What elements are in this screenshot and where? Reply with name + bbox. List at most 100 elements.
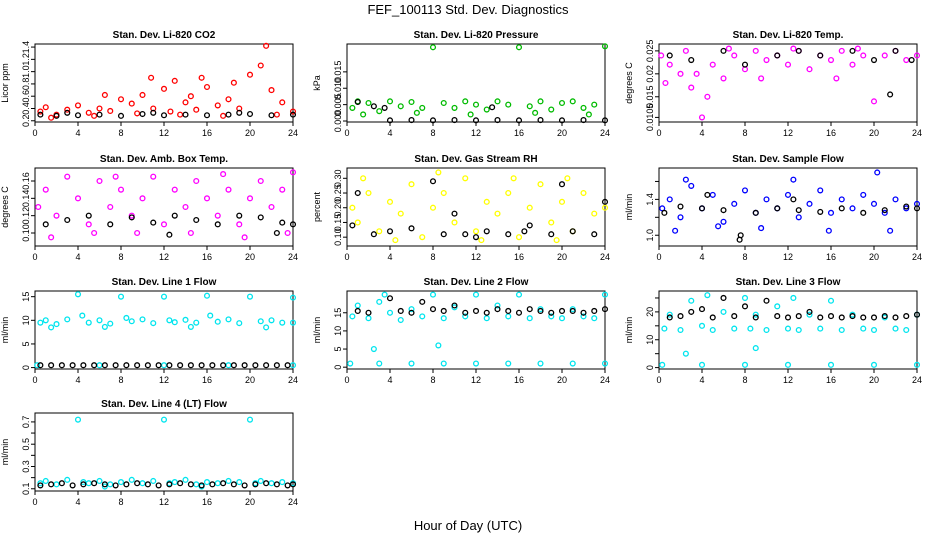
x-tick-label: 20: [869, 375, 879, 385]
data-point: [230, 79, 237, 86]
x-tick-label: 12: [471, 375, 481, 385]
y-tick-label: 0: [333, 365, 343, 370]
data-point: [737, 232, 744, 239]
data-point: [354, 307, 361, 315]
chart-panel: Stan. Dev. Line 3 Flow 0 4 8 12 16 20 24 0 10 20 ml…: [624, 277, 922, 385]
data-point: [349, 222, 356, 229]
data-point: [289, 481, 297, 488]
data-point: [741, 294, 749, 302]
chart-title: Stan. Dev. Li-820 Pressure: [414, 30, 539, 41]
x-tick-label: 0: [656, 252, 661, 262]
data-point: [177, 111, 184, 118]
data-point: [494, 306, 501, 313]
x-tick-label: 0: [344, 252, 349, 262]
data-point: [553, 237, 560, 244]
data-point: [881, 52, 888, 59]
data-point: [150, 173, 157, 180]
x-tick-label: 24: [600, 375, 610, 385]
plot-frame: [34, 43, 294, 123]
x-tick-label: 0: [32, 497, 37, 507]
data-point: [85, 319, 92, 326]
y-tick-label: 10: [645, 335, 655, 345]
data-point: [289, 319, 297, 326]
data-point: [790, 196, 797, 203]
data-point: [435, 169, 442, 176]
x-tick-label: 20: [557, 375, 567, 385]
data-point: [35, 203, 42, 211]
data-point: [472, 228, 480, 235]
plot-frame: [658, 167, 918, 247]
data-point: [521, 228, 528, 235]
data-point: [472, 101, 480, 108]
data-point: [720, 75, 727, 82]
data-point: [741, 61, 749, 68]
data-point: [203, 195, 211, 202]
data-point: [171, 77, 178, 84]
y-tick-label: 15: [333, 308, 343, 318]
data-point: [569, 307, 576, 315]
data-point: [892, 314, 899, 321]
y-tick-label: 0.3: [21, 460, 31, 473]
data-point: [37, 362, 44, 369]
data-point: [827, 361, 835, 368]
data-point: [101, 483, 108, 490]
data-point: [558, 198, 566, 205]
data-point: [370, 103, 377, 110]
data-point: [709, 326, 716, 334]
chart-title: Stan. Dev. Line 1 Flow: [112, 277, 217, 288]
data-point: [429, 178, 437, 185]
data-point: [510, 175, 517, 182]
data-point: [526, 103, 533, 110]
data-point: [155, 482, 162, 489]
y-axis-label: ml/min: [0, 439, 10, 466]
data-point: [150, 477, 157, 485]
data-point: [720, 308, 727, 315]
data-point: [139, 480, 146, 487]
data-point: [376, 298, 383, 305]
x-tick-label: 16: [202, 497, 212, 507]
data-point: [160, 416, 168, 423]
x-tick-label: 20: [245, 128, 255, 138]
data-point: [672, 227, 679, 234]
x-tick-label: 4: [75, 497, 80, 507]
data-point: [96, 177, 103, 185]
data-point: [515, 234, 523, 241]
data-point: [704, 191, 711, 198]
data-point: [419, 104, 426, 111]
x-tick-label: 20: [557, 128, 567, 138]
y-tick-label: 0.5: [21, 438, 31, 451]
y-tick-label: 0.8: [21, 78, 31, 91]
data-point: [677, 70, 684, 77]
data-point: [381, 291, 388, 298]
data-point: [494, 116, 501, 124]
data-point: [887, 91, 894, 98]
x-tick-label: 0: [344, 375, 349, 385]
data-point: [408, 306, 415, 313]
data-point: [386, 98, 394, 105]
data-point: [107, 481, 114, 488]
data-point: [123, 362, 130, 369]
data-point: [661, 325, 668, 332]
data-point: [392, 237, 399, 244]
data-point: [472, 234, 480, 241]
x-tick-label: 20: [557, 252, 567, 262]
data-point: [913, 52, 921, 59]
data-point: [827, 297, 835, 304]
data-point: [784, 314, 792, 321]
data-point: [64, 173, 71, 180]
data-point: [709, 61, 716, 68]
data-point: [37, 111, 44, 118]
data-point: [601, 198, 609, 205]
data-point: [289, 111, 297, 118]
data-point: [203, 83, 211, 91]
data-point: [462, 231, 469, 238]
x-tick-label: 16: [202, 375, 212, 385]
data-point: [48, 362, 55, 369]
data-point: [688, 84, 695, 91]
data-point: [790, 176, 797, 183]
y-tick-label: 0.02: [645, 65, 655, 83]
y-axis-label: ml/min: [624, 194, 634, 221]
data-point: [160, 362, 168, 369]
data-point: [203, 479, 211, 486]
data-point: [601, 204, 609, 211]
